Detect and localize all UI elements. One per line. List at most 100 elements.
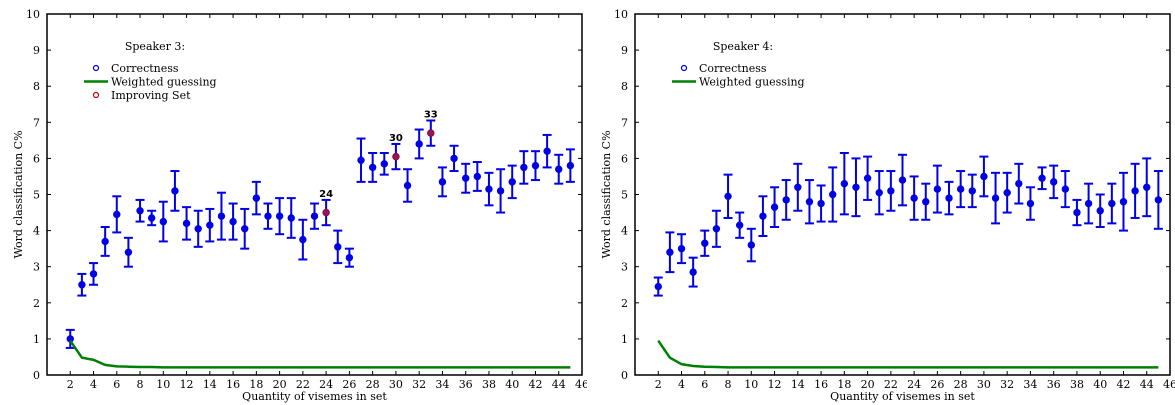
legend-label: Correctness (111, 62, 179, 75)
correctness-point (345, 253, 354, 262)
y-tick-label: 2 (621, 297, 628, 310)
x-tick-label: 46 (1163, 378, 1175, 391)
correctness-point (829, 190, 837, 199)
x-tick-label: 32 (1000, 378, 1014, 391)
x-tick-label: 38 (482, 378, 496, 391)
y-tick-label: 10 (614, 8, 628, 21)
correctness-point (566, 161, 575, 170)
annotation-label: 30 (389, 133, 403, 144)
correctness-point (945, 194, 953, 202)
correctness-point (543, 147, 551, 155)
correctness-point (194, 225, 202, 233)
y-tick-label: 8 (33, 80, 40, 93)
x-tick-label: 10 (156, 378, 170, 391)
correctness-point (666, 248, 674, 256)
correctness-point (252, 194, 261, 202)
x-tick-label: 2 (655, 378, 662, 391)
correctness-point (1143, 183, 1151, 191)
chart-speaker-4-svg: 2 4 6 8 10 12 14 16 18 20 22 24 26 28 30 32 34 36 38 40 42 44… (600, 8, 1175, 403)
x-tick-label: 22 (296, 378, 310, 391)
correctness-point (113, 210, 121, 219)
correctness-point (910, 194, 918, 202)
x-tick-label: 42 (528, 378, 542, 391)
y-tick-label: 3 (33, 261, 40, 274)
x-tick-label: 28 (366, 378, 380, 391)
correctness-point (817, 199, 825, 208)
improving-set-point (392, 153, 400, 161)
x-tick-label: 4 (90, 378, 97, 391)
x-tick-label: 14 (203, 378, 217, 391)
x-tick-label: 36 (1047, 378, 1061, 391)
improving-set-point (427, 129, 435, 137)
x-tick-label: 32 (412, 378, 426, 391)
correctness-point (759, 212, 767, 220)
correctness-point (438, 178, 447, 186)
x-tick-label: 8 (137, 378, 144, 391)
x-tick-label: 26 (930, 378, 944, 391)
improving-set-point (322, 209, 330, 217)
correctness-point (287, 214, 295, 222)
correctness-point (1084, 199, 1093, 208)
correctness-point (724, 192, 732, 201)
y-tick-label: 4 (621, 225, 628, 238)
weighted-guessing-line (69, 339, 571, 369)
chart-speaker-3-svg: 2 4 6 8 10 12 14 16 18 20 22 24 26 28 30 32 34 36 38 40 42 44… (12, 8, 587, 403)
x-tick-label: 6 (701, 378, 708, 391)
x-tick-label: 4 (678, 378, 685, 391)
legend-label: Weighted guessing (699, 76, 805, 89)
correctness-point (496, 187, 505, 195)
y-tick-label: 6 (33, 152, 40, 165)
x-tick-label: 28 (954, 378, 968, 391)
legend-label: Improving Set (111, 89, 191, 102)
correctness-point (863, 174, 872, 182)
x-tick-label: 40 (505, 378, 519, 391)
correctness-point (747, 241, 756, 249)
x-tick-label: 44 (552, 378, 566, 391)
correctness-point (782, 196, 790, 204)
x-tick-label: 12 (768, 378, 782, 391)
correctness-point (922, 198, 930, 206)
y-tick-label: 9 (621, 44, 628, 57)
correctness-point (654, 282, 662, 291)
correctness-point (677, 244, 686, 253)
correctness-point (508, 178, 516, 186)
correctness-point (689, 268, 697, 276)
y-tick-label: 4 (33, 225, 40, 238)
correctness-point (991, 194, 1000, 202)
correctness-point (334, 243, 342, 251)
y-tick-label: 1 (621, 333, 628, 346)
legend-swatch-correctness (92, 64, 100, 72)
correctness-point (887, 187, 895, 195)
x-tick-label: 26 (342, 378, 356, 391)
y-tick-label: 7 (621, 116, 628, 129)
legend-label: Weighted guessing (111, 76, 217, 89)
x-axis-title: Quantity of visemes in set (830, 390, 975, 403)
x-tick-label: 8 (725, 378, 732, 391)
legend-swatch-correctness (680, 64, 688, 72)
chart-speaker-4: 2 4 6 8 10 12 14 16 18 20 22 24 26 28 30 32 34 36 38 40 42 44… (588, 0, 1175, 405)
legend-title: Speaker 3: (125, 40, 185, 53)
correctness-point (770, 203, 779, 211)
correctness-point (875, 188, 883, 197)
x-tick-label: 36 (459, 378, 473, 391)
x-tick-label: 24 (907, 378, 921, 391)
correctness-point (78, 281, 86, 289)
correctness-point (735, 221, 744, 229)
correctness-point (712, 225, 721, 233)
correctness-point (124, 248, 133, 256)
correctness-point (171, 187, 179, 195)
x-tick-label: 44 (1140, 378, 1154, 391)
annotation-label: 33 (424, 109, 438, 120)
correctness-point (1108, 199, 1116, 208)
x-tick-label: 40 (1093, 378, 1107, 391)
annotation-label: 24 (319, 189, 333, 200)
correctness-point (461, 174, 470, 182)
x-tick-label: 12 (180, 378, 194, 391)
y-axis-title: Word classification C% (12, 130, 25, 258)
correctness-point (794, 183, 802, 191)
y-tick-label: 3 (621, 261, 628, 274)
correctness-point (206, 221, 214, 229)
correctness-point (473, 172, 482, 181)
y-tick-label: 2 (33, 297, 40, 310)
correctness-point (1096, 207, 1104, 215)
